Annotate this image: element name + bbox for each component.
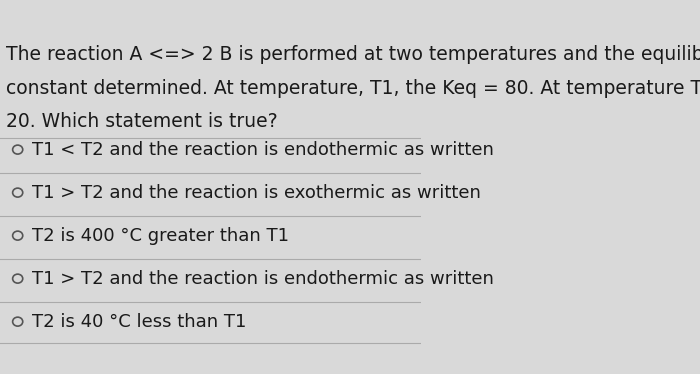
- Text: 20. Which statement is true?: 20. Which statement is true?: [6, 112, 278, 131]
- Text: T2 is 40 °C less than T1: T2 is 40 °C less than T1: [32, 313, 246, 331]
- Text: The reaction A <=> 2 B is performed at two temperatures and the equilibrium: The reaction A <=> 2 B is performed at t…: [6, 45, 700, 64]
- Text: T1 < T2 and the reaction is endothermic as written: T1 < T2 and the reaction is endothermic …: [32, 141, 493, 159]
- Text: T2 is 400 °C greater than T1: T2 is 400 °C greater than T1: [32, 227, 288, 245]
- Text: constant determined. At temperature, T1, the Keq = 80. At temperature T2, the Ke: constant determined. At temperature, T1,…: [6, 79, 700, 98]
- Text: T1 > T2 and the reaction is endothermic as written: T1 > T2 and the reaction is endothermic …: [32, 270, 493, 288]
- Text: T1 > T2 and the reaction is exothermic as written: T1 > T2 and the reaction is exothermic a…: [32, 184, 480, 202]
